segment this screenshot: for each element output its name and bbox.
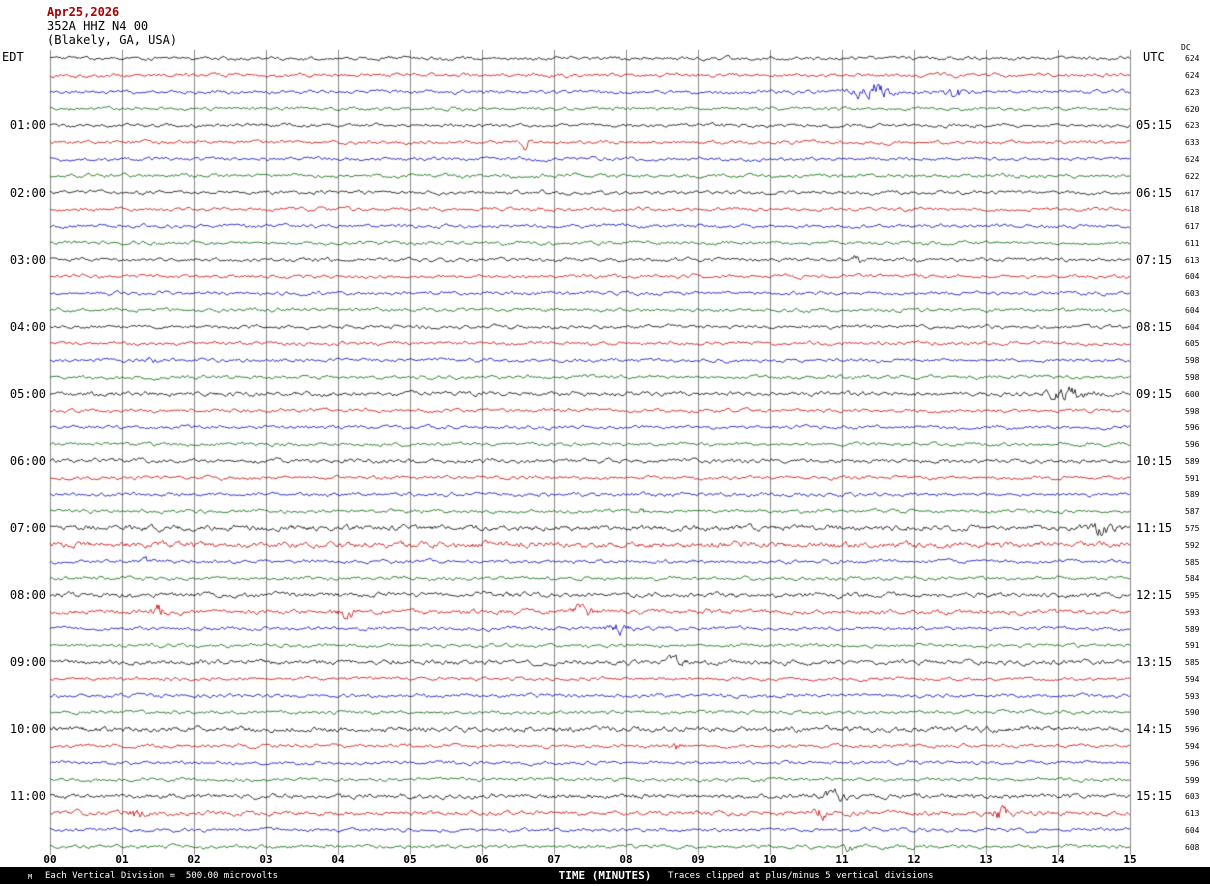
dc-value: 589 [1185,456,1200,466]
dc-value: 622 [1185,171,1200,181]
x-axis-tick: 03 [259,853,273,866]
scale-note: Each Vertical Division = 500.00 microvol… [45,871,278,881]
x-axis-tick: 12 [907,853,921,866]
utc-hour-label: 13:15 [1136,655,1173,670]
dc-value: 608 [1185,842,1200,852]
edt-hour-label: 11:00 [9,789,46,804]
dc-value: 598 [1185,406,1200,416]
dc-value: 585 [1185,658,1200,668]
dc-value: 623 [1185,87,1200,97]
dc-value: 590 [1185,708,1200,718]
dc-value: 593 [1185,607,1200,617]
dc-value: 623 [1185,121,1200,131]
edt-hour-label: 02:00 [9,185,46,200]
dc-value: 603 [1185,792,1200,802]
utc-hour-label: 06:15 [1136,185,1173,200]
dc-value: 595 [1185,591,1200,601]
x-axis-tick: 15 [1123,853,1137,866]
dc-value: 591 [1185,473,1200,483]
dc-value: 617 [1185,188,1200,198]
x-axis-tick: 00 [43,853,57,866]
dc-value: 596 [1185,725,1200,735]
dc-value: 598 [1185,373,1200,383]
x-axis-tick: 05 [403,853,417,866]
utc-hour-label: 09:15 [1136,386,1173,401]
edt-hour-label: 09:00 [9,655,46,670]
edt-hour-label: 08:00 [9,588,46,603]
x-axis-tick: 06 [475,853,489,866]
dc-value: 620 [1185,104,1200,114]
x-axis-tick: 02 [187,853,201,866]
edt-hour-label: 06:00 [9,453,46,468]
dc-value: 596 [1185,440,1200,450]
right-axis-title: UTC [1143,50,1165,64]
footer-bar: M Each Vertical Division = 500.00 microv… [0,867,1210,884]
dc-value: 624 [1185,71,1200,81]
x-axis-tick: 07 [547,853,561,866]
x-axis-tick: 04 [331,853,345,866]
dc-value: 596 [1185,758,1200,768]
utc-hour-label: 07:15 [1136,252,1173,267]
edt-hour-label: 05:00 [9,386,46,401]
edt-hour-label: 04:00 [9,319,46,334]
dc-value: 605 [1185,339,1200,349]
dc-value: 594 [1185,741,1200,751]
x-axis-tick: 09 [691,853,705,866]
dc-value: 575 [1185,523,1200,533]
dc-value: 587 [1185,507,1200,517]
x-axis-tick: 08 [619,853,633,866]
dc-value: 604 [1185,305,1200,315]
dc-value: 611 [1185,238,1200,248]
dc-value: 591 [1185,641,1200,651]
dc-axis-title: DC [1181,43,1191,52]
edt-hour-label: 07:00 [9,520,46,535]
utc-hour-label: 05:15 [1136,118,1173,133]
x-axis-tick: 11 [835,853,849,866]
dc-value: 598 [1185,356,1200,366]
x-axis-tick: 10 [763,853,777,866]
header-date: Apr25,2026 [47,5,120,19]
dc-value: 594 [1185,674,1200,684]
dc-value: 599 [1185,775,1200,785]
dc-value: 604 [1185,322,1200,332]
dc-value: 589 [1185,490,1200,500]
header-station-location: (Blakely, GA, USA) [47,33,178,47]
dc-value: 613 [1185,255,1200,265]
utc-hour-label: 15:15 [1136,789,1173,804]
x-axis-tick: 13 [979,853,993,866]
dc-value: 585 [1185,557,1200,567]
dc-value: 613 [1185,809,1200,819]
dc-value: 618 [1185,205,1200,215]
dc-value: 604 [1185,272,1200,282]
clipping-note: Traces clipped at plus/minus 5 vertical … [668,871,934,881]
x-axis-title: TIME (MINUTES) [558,869,652,882]
dc-value: 633 [1185,138,1200,148]
utc-hour-label: 14:15 [1136,722,1173,737]
x-axis-tick: 01 [115,853,129,866]
dc-value: 624 [1185,54,1200,64]
dc-value: 589 [1185,624,1200,634]
dc-value: 617 [1185,222,1200,232]
utc-hour-label: 11:15 [1136,520,1173,535]
dc-value: 592 [1185,540,1200,550]
utc-hour-label: 12:15 [1136,588,1173,603]
dc-value: 603 [1185,289,1200,299]
dc-value: 604 [1185,825,1200,835]
dc-value: 593 [1185,691,1200,701]
footer-logo-mark: M [28,873,33,881]
dc-value: 624 [1185,155,1200,164]
dc-value: 584 [1185,574,1200,584]
edt-hour-label: 01:00 [9,118,46,133]
header-station-code: 352A HHZ N4 00 [47,19,149,33]
edt-hour-label: 10:00 [9,722,46,737]
utc-hour-label: 08:15 [1136,319,1173,334]
dc-value: 596 [1185,423,1200,433]
dc-value: 600 [1185,389,1200,399]
x-axis-tick: 14 [1051,853,1065,866]
edt-hour-label: 03:00 [9,252,46,267]
left-axis-title: EDT [2,50,24,64]
utc-hour-label: 10:15 [1136,453,1173,468]
